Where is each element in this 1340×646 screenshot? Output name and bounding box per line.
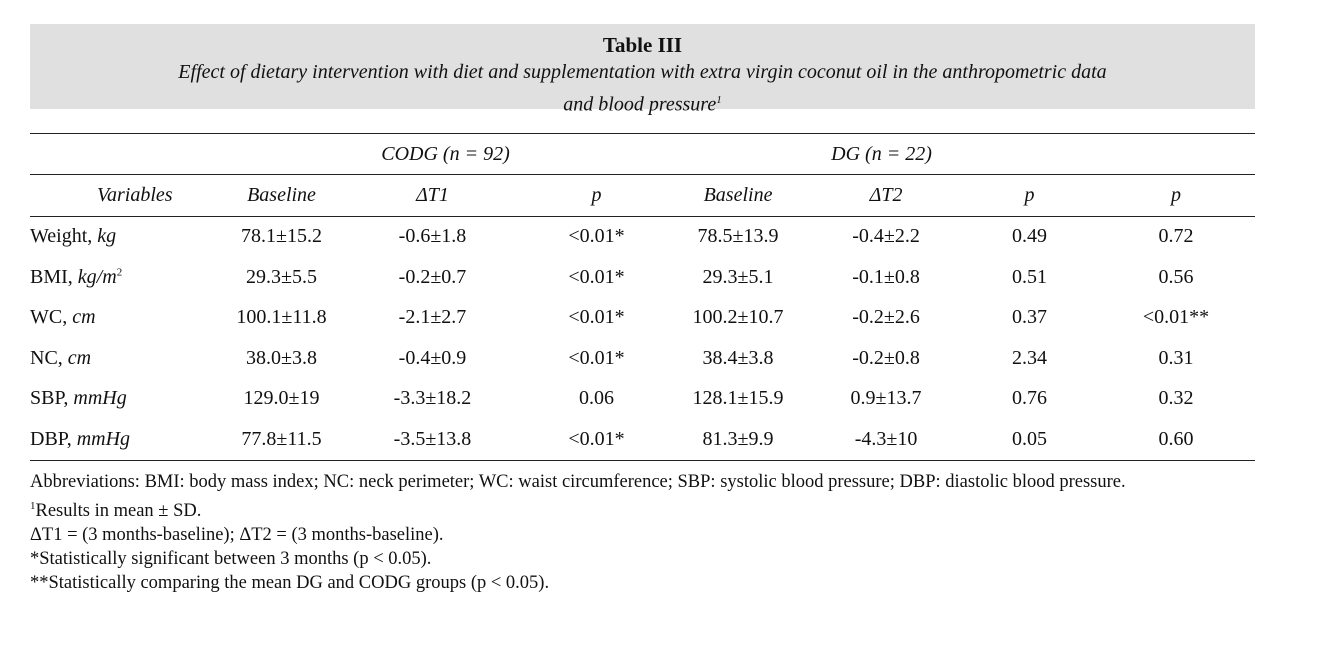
column-header: p [1171,183,1182,206]
table-cell: 78.5±13.9 [697,225,779,248]
table-cell: 128.1±15.9 [692,387,784,410]
column-header-row: Variables Baseline ΔT1 p Baseline ΔT2 p p [30,175,1256,216]
delta-definition-note: ΔT1 = (3 months-baseline); ΔT2 = (3 mont… [30,524,444,545]
table-cell: 0.05 [1012,427,1048,450]
variable-unit: kg [97,225,117,248]
variable-unit: mmHg [76,427,131,450]
group-header-spacer [30,134,225,175]
table-cell: -3.5±13.8 [393,427,472,450]
table-cell: -0.2±2.6 [852,306,920,329]
column-header: Variables [97,183,173,206]
variable-unit: mmHg [73,387,127,410]
table-row: SBP, mmHg 129.0±19 -3.3±18.2 0.06 128.1±15.9… [30,379,1255,420]
column-header: p [591,183,602,206]
table-cell: 29.3±5.1 [702,265,774,288]
variable-name: BMI, [30,265,78,288]
table-subtitle-footnote-mark: 1 [716,94,722,106]
table-body: Weight, kg 78.1±15.2 -0.6±1.8 <0.01* 78.5±13… [30,216,1256,460]
table-cell: 0.60 [1158,427,1194,450]
group-header-codg: CODG (n = 92) [381,142,510,165]
table-cell: <0.01** [1142,306,1210,329]
column-header: Baseline [703,183,773,206]
table-cell: 81.3±9.9 [702,427,774,450]
significance-note: *Statistically significant between 3 mon… [30,548,432,569]
column-header: ΔT1 [416,183,449,206]
column-header: Baseline [247,183,316,206]
table-cell: <0.01* [568,265,625,288]
variable-label: SBP, mmHg [30,379,225,420]
table-figure: Table III Effect of dietary intervention… [30,24,1256,595]
table-caption: Table III Effect of dietary intervention… [30,24,1255,116]
group-header-row: CODG (n = 92) DG (n = 22) [30,133,1256,175]
table-subtitle-line1: Effect of dietary intervention with diet… [178,61,1107,83]
table-cell: 0.56 [1158,265,1194,288]
variable-name: WC, [30,306,73,329]
column-header: ΔT2 [869,183,903,206]
table-cell: 0.72 [1158,225,1194,248]
variable-name: Weight, [30,225,98,248]
table-cell: 29.3±5.5 [246,265,317,288]
variable-unit-exponent: 2 [116,266,123,279]
table-cell: -4.3±10 [854,427,918,450]
table-cell: 0.49 [1012,225,1048,248]
table-cell: -0.2±0.8 [852,346,920,369]
table-subtitle: Effect of dietary intervention with diet… [40,58,1245,119]
variable-label: NC, cm [30,338,225,379]
table-cell: 100.1±11.8 [236,306,327,329]
table-cell: 0.37 [1012,306,1048,329]
table-row: DBP, mmHg 77.8±11.5 -3.5±13.8 <0.01* 81.3±9.… [30,419,1256,460]
table-row: BMI, kg/m2 29.3±5.5 -0.2±0.7 <0.01* 29.3±5.1… [30,257,1255,298]
variable-unit: cm [72,306,96,329]
table-subtitle-line2: and blood pressure [563,93,717,116]
footnote-1-mark: 1 [30,499,36,512]
table-row: NC, cm 38.0±3.8 -0.4±0.9 <0.01* 38.4±3.8 -0.2… [30,338,1255,379]
variable-unit: kg/m [77,265,117,288]
table-notes: Abbreviations: BMI: body mass index; NC:… [30,470,1255,595]
table-cell: -0.6±1.8 [398,225,467,248]
table-cell: 0.31 [1158,346,1194,369]
column-header: p [1024,183,1035,206]
table-cell: 38.4±3.8 [702,346,774,369]
group-header-spacer [1097,134,1255,175]
variable-name: DBP, [30,427,77,450]
table-cell: <0.01* [568,427,625,450]
table-title: Table III [602,33,683,57]
table-cell: 38.0±3.8 [246,346,317,369]
table-cell: 78.1±15.2 [241,225,322,248]
variable-label: BMI, kg/m2 [30,257,225,298]
variable-unit: cm [67,346,92,369]
table-cell: 0.9±13.7 [850,387,922,410]
table-cell: 100.2±10.7 [692,306,784,329]
table-cell: -2.1±2.7 [398,306,467,329]
table-cell: 0.06 [579,387,614,410]
table-cell: 77.8±11.5 [241,427,322,450]
abbreviations-note: Abbreviations: BMI: body mass index; NC:… [30,471,1126,492]
group-header-dg: DG (n = 22) [831,142,932,165]
table-row: Weight, kg 78.1±15.2 -0.6±1.8 <0.01* 78.5±13… [30,216,1255,257]
table-row: WC, cm 100.1±11.8 -2.1±2.7 <0.01* 100.2±10.7… [30,298,1255,339]
variable-label: Weight, kg [30,216,225,257]
table-cell: <0.01* [568,346,625,369]
table-cell: -0.1±0.8 [852,265,920,288]
table-cell: <0.01* [568,225,625,248]
footnote-1: 1Results in mean ± SD. [30,494,1255,523]
footnote-1-text: Results in mean ± SD. [35,500,202,521]
table-cell: -0.4±0.9 [398,346,467,369]
table-cell: 0.51 [1012,265,1048,288]
variable-label: DBP, mmHg [30,419,225,460]
table-cell: 129.0±19 [243,387,320,410]
variable-name: NC, [30,346,68,369]
table-cell: -3.3±18.2 [393,387,472,410]
table-cell: -0.2±0.7 [398,265,467,288]
table-cell: <0.01* [568,306,625,329]
variable-label: WC, cm [30,298,225,339]
table-cell: -0.4±2.2 [852,225,920,248]
variable-name: SBP, [30,387,74,410]
data-table: CODG (n = 92) DG (n = 22) Variables Basel… [30,133,1256,461]
table-cell: 0.76 [1012,387,1048,410]
group-comparison-note: **Statistically comparing the mean DG an… [30,572,550,593]
table-cell: 2.34 [1012,346,1048,369]
table-cell: 0.32 [1158,387,1194,410]
